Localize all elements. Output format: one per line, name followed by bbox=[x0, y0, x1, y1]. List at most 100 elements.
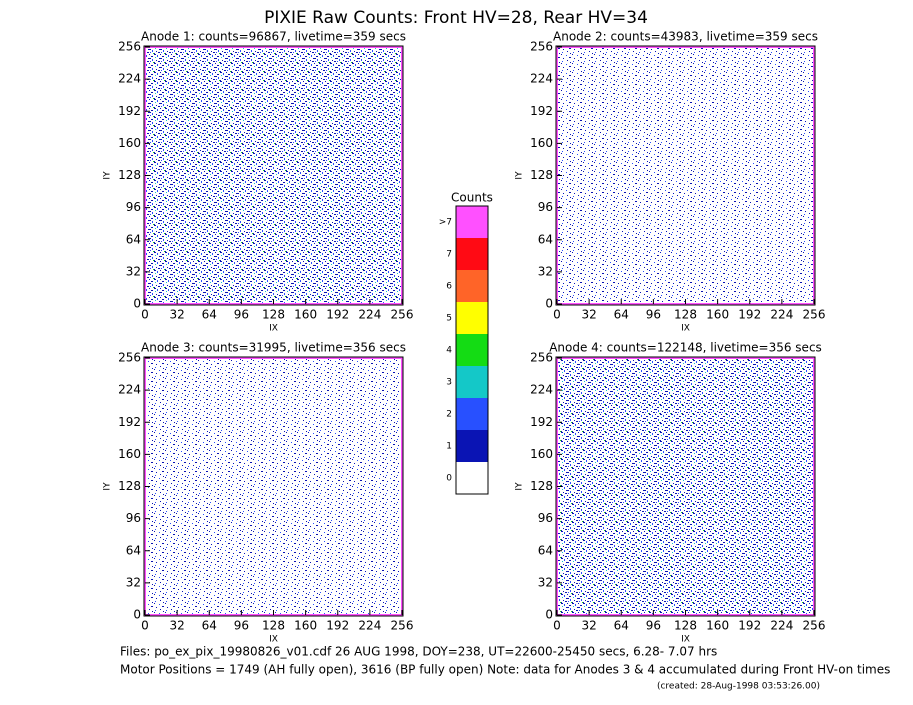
y-tick-label: 64 bbox=[538, 543, 553, 557]
footer-motor: Motor Positions = 1749 (AH fully open), … bbox=[120, 663, 890, 677]
colorbar-frame bbox=[455, 205, 489, 495]
x-tick-label: 128 bbox=[262, 619, 285, 633]
colorbar-label: 0 bbox=[446, 474, 452, 484]
x-tick-label: 96 bbox=[646, 308, 661, 322]
y-tick-label: 192 bbox=[118, 415, 141, 429]
y-axis-label: IY bbox=[515, 171, 525, 180]
x-tick-label: 128 bbox=[674, 619, 697, 633]
y-tick-label: 128 bbox=[530, 168, 553, 182]
heatmap-image bbox=[556, 46, 815, 305]
colorbar-swatch bbox=[456, 366, 488, 398]
x-tick-label: 256 bbox=[391, 619, 414, 633]
y-tick-label: 160 bbox=[118, 447, 141, 461]
y-tick-label: 256 bbox=[118, 40, 141, 54]
x-tick-label: 256 bbox=[391, 308, 414, 322]
x-tick-label: 160 bbox=[706, 308, 729, 322]
x-tick-label: 0 bbox=[141, 619, 149, 633]
y-tick-label: 128 bbox=[118, 168, 141, 182]
footer-created: (created: 28-Aug-1998 03:53:26.00) bbox=[657, 682, 820, 692]
colorbar-swatch bbox=[456, 238, 488, 270]
x-axis-label: IX bbox=[681, 635, 690, 645]
colorbar-swatch bbox=[456, 430, 488, 462]
x-tick-label: 192 bbox=[738, 619, 761, 633]
x-tick-label: 192 bbox=[326, 308, 349, 322]
heatmap-image bbox=[144, 46, 403, 305]
x-tick-label: 224 bbox=[358, 619, 381, 633]
colorbar-label: 1 bbox=[446, 442, 452, 452]
x-tick-label: 96 bbox=[234, 308, 249, 322]
y-tick-label: 64 bbox=[538, 232, 553, 246]
y-tick-label: 192 bbox=[118, 104, 141, 118]
x-axis-label: IX bbox=[681, 324, 690, 334]
y-tick-label: 224 bbox=[530, 383, 553, 397]
y-tick-label: 192 bbox=[530, 415, 553, 429]
x-tick-label: 0 bbox=[553, 619, 561, 633]
x-tick-label: 32 bbox=[581, 619, 596, 633]
y-tick-label: 0 bbox=[133, 297, 141, 311]
page-title: PIXIE Raw Counts: Front HV=28, Rear HV=3… bbox=[264, 8, 648, 28]
panel-title: Anode 3: counts=31995, livetime=356 secs bbox=[141, 341, 406, 355]
heatmap-image bbox=[144, 357, 403, 616]
y-tick-label: 32 bbox=[126, 264, 141, 278]
y-tick-label: 160 bbox=[530, 136, 553, 150]
colorbar-label: 5 bbox=[446, 314, 452, 324]
y-tick-label: 64 bbox=[126, 232, 141, 246]
x-tick-label: 64 bbox=[202, 308, 217, 322]
y-tick-label: 160 bbox=[118, 136, 141, 150]
colorbar-label: 4 bbox=[446, 346, 452, 356]
y-tick-label: 32 bbox=[538, 575, 553, 589]
colorbar-label: 6 bbox=[446, 282, 452, 292]
y-tick-label: 0 bbox=[545, 608, 553, 622]
y-tick-label: 32 bbox=[538, 264, 553, 278]
x-tick-label: 128 bbox=[674, 308, 697, 322]
x-tick-label: 224 bbox=[770, 308, 793, 322]
y-tick-label: 96 bbox=[126, 511, 141, 525]
y-tick-label: 96 bbox=[126, 200, 141, 214]
x-tick-label: 0 bbox=[553, 308, 561, 322]
colorbar-swatch bbox=[456, 302, 488, 334]
heatmap-image bbox=[556, 357, 815, 616]
y-tick-label: 256 bbox=[118, 351, 141, 365]
colorbar-title: Counts bbox=[451, 191, 493, 205]
panel-title: Anode 1: counts=96867, livetime=359 secs bbox=[141, 30, 406, 44]
colorbar-swatch bbox=[456, 270, 488, 302]
x-tick-label: 256 bbox=[803, 619, 826, 633]
x-axis-label: IX bbox=[269, 635, 278, 645]
x-tick-label: 64 bbox=[202, 619, 217, 633]
x-tick-label: 192 bbox=[738, 308, 761, 322]
y-tick-label: 224 bbox=[118, 72, 141, 86]
y-axis-label: IY bbox=[103, 171, 113, 180]
x-tick-label: 96 bbox=[646, 619, 661, 633]
x-tick-label: 224 bbox=[770, 619, 793, 633]
y-tick-label: 224 bbox=[530, 72, 553, 86]
panel-title: Anode 4: counts=122148, livetime=356 sec… bbox=[549, 341, 822, 355]
x-tick-label: 224 bbox=[358, 308, 381, 322]
colorbar-label: 2 bbox=[446, 410, 452, 420]
y-axis-label: IY bbox=[103, 482, 113, 491]
plot-frame bbox=[143, 356, 404, 617]
y-tick-label: 256 bbox=[530, 40, 553, 54]
plot-frame bbox=[143, 45, 404, 306]
y-tick-label: 96 bbox=[538, 511, 553, 525]
panel-title: Anode 2: counts=43983, livetime=359 secs bbox=[553, 30, 818, 44]
x-tick-label: 128 bbox=[262, 308, 285, 322]
x-tick-label: 256 bbox=[803, 308, 826, 322]
colorbar-label: 7 bbox=[446, 250, 452, 260]
y-tick-label: 128 bbox=[530, 479, 553, 493]
x-tick-label: 0 bbox=[141, 308, 149, 322]
x-tick-label: 32 bbox=[581, 308, 596, 322]
y-tick-label: 192 bbox=[530, 104, 553, 118]
y-tick-label: 0 bbox=[133, 608, 141, 622]
y-tick-label: 224 bbox=[118, 383, 141, 397]
x-tick-label: 32 bbox=[169, 308, 184, 322]
x-tick-label: 160 bbox=[294, 308, 317, 322]
y-tick-label: 256 bbox=[530, 351, 553, 365]
colorbar-swatch bbox=[456, 398, 488, 430]
colorbar-swatch bbox=[456, 462, 488, 494]
y-tick-label: 0 bbox=[545, 297, 553, 311]
footer-files: Files: po_ex_pix_19980826_v01.cdf 26 AUG… bbox=[120, 645, 717, 659]
colorbar-swatch bbox=[456, 334, 488, 366]
y-tick-label: 64 bbox=[126, 543, 141, 557]
x-tick-label: 64 bbox=[614, 308, 629, 322]
x-tick-label: 160 bbox=[294, 619, 317, 633]
